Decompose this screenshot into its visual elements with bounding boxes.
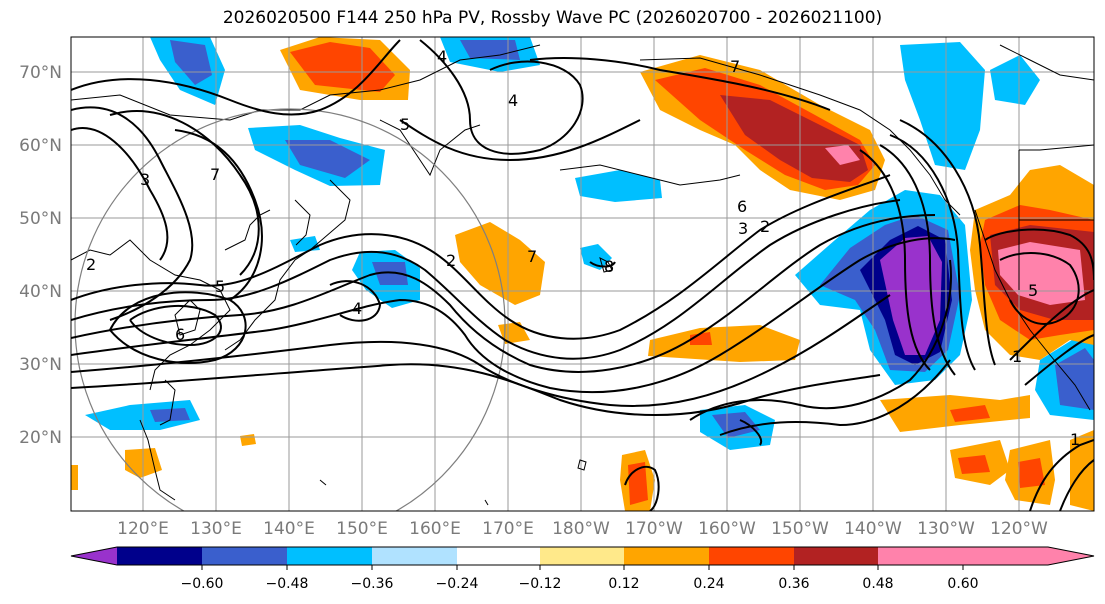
colorbar-tick: 0.36: [778, 576, 809, 592]
contour-label: 2: [760, 217, 770, 236]
contour-label: 5: [1028, 281, 1038, 300]
colorbar: −0.60 −0.48 −0.36 −0.24 −0.12 0.12 0.24 …: [70, 546, 1095, 592]
map-title: 2026020500 F144 250 hPa PV, Rossby Wave …: [222, 8, 883, 28]
lat-label: 60°N: [19, 136, 62, 156]
lat-label: 30°N: [19, 355, 62, 375]
contour-label: 5: [215, 277, 225, 296]
contour-label: 6: [737, 197, 747, 216]
lat-label: 40°N: [19, 282, 62, 302]
colorbar-extend-min: [71, 547, 117, 565]
colorbar-tick: −0.12: [519, 576, 562, 592]
contour-label: 8: [604, 257, 614, 276]
colorbar-extend-max: [878, 547, 1094, 565]
colorbar-tick: −0.48: [266, 576, 309, 592]
colorbar-tick: 0.24: [693, 576, 724, 592]
lon-label: 130°W: [917, 519, 975, 539]
colorbar-tick: −0.36: [351, 576, 394, 592]
colorbar-tick: 0.12: [608, 576, 639, 592]
lon-label: 170°E: [482, 519, 534, 539]
contour-label: 7: [730, 57, 740, 76]
lon-label: 170°W: [625, 519, 683, 539]
contour-label: 2: [86, 255, 96, 274]
colorbar-segment: [287, 547, 372, 565]
contour-label: 3: [140, 170, 150, 189]
colorbar-tick: 0.48: [862, 576, 893, 592]
longitude-labels: 120°E 130°E 140°E 150°E 160°E 170°E 180°…: [117, 519, 1048, 539]
colorbar-segment: [794, 547, 878, 565]
lon-label: 140°E: [263, 519, 315, 539]
lon-label: 130°E: [190, 519, 242, 539]
lon-label: 140°W: [844, 519, 902, 539]
contour-label: 1: [1070, 430, 1080, 449]
colorbar-segment: [457, 547, 540, 565]
lon-label: 160°E: [409, 519, 461, 539]
lon-label: 180°W: [552, 519, 610, 539]
lat-label: 20°N: [19, 428, 62, 448]
colorbar-segment: [202, 547, 287, 565]
lat-label: 70°N: [19, 63, 62, 83]
map-layer: 4 5 4 3 2 5 6 4 7 2 7 6 3 2 7 8 5 1 1: [71, 37, 1094, 511]
contour-label: 1: [1012, 347, 1022, 366]
colorbar-segment: [624, 547, 709, 565]
colorbar-segment: [372, 547, 457, 565]
region-circle: [74, 108, 506, 511]
contour-label: 7: [527, 247, 537, 266]
colorbar-tick: −0.60: [181, 576, 224, 592]
latitude-labels: 70°N 60°N 50°N 40°N 30°N 20°N: [19, 63, 62, 448]
lon-label: 150°W: [771, 519, 829, 539]
colorbar-segment: [540, 547, 624, 565]
lat-label: 50°N: [19, 209, 62, 229]
lon-label: 120°E: [117, 519, 169, 539]
contour-label: 7: [210, 165, 220, 184]
contour-label: 4: [508, 91, 518, 110]
contour-label: 4: [437, 47, 447, 66]
colorbar-tick: 0.60: [947, 576, 978, 592]
pv-contours: [71, 39, 1094, 511]
contour-label: 6: [175, 325, 185, 344]
contour-labels: 4 5 4 3 2 5 6 4 7 2 7 6 3 2 7 8 5 1 1: [86, 47, 1080, 449]
colorbar-tick: −0.24: [436, 576, 479, 592]
lon-label: 160°W: [698, 519, 756, 539]
map-frame: [70, 36, 1095, 512]
lon-label: 150°E: [336, 519, 388, 539]
contour-label: 5: [400, 115, 410, 134]
colorbar-segment: [709, 547, 794, 565]
colorbar-segment: [117, 547, 202, 565]
lon-label: 120°W: [990, 519, 1048, 539]
contour-label: 3: [738, 219, 748, 238]
contour-label: 2: [446, 251, 456, 270]
contour-label: 4: [352, 299, 362, 318]
positive-anomalies: [71, 37, 1094, 511]
